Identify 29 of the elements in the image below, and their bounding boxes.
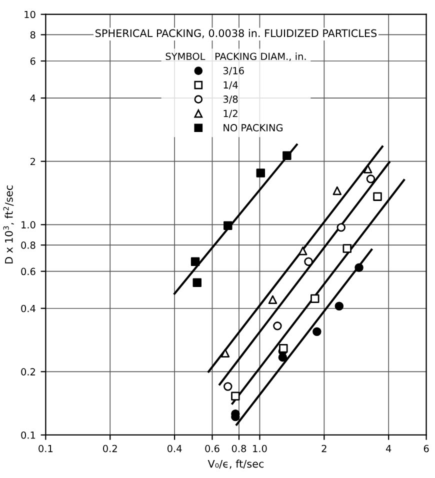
legend-title: SYMBOL PACKING DIAM., in. <box>166 52 306 62</box>
x-tick-label: 0.4 <box>167 444 182 452</box>
y-tick-label: 0.2 <box>21 368 35 376</box>
x-tick-label: 0.6 <box>205 444 220 452</box>
legend-label: NO PACKING <box>224 124 282 132</box>
y-tick-label: 1.0 <box>22 221 36 228</box>
x-tick-label: 0.2 <box>103 444 117 452</box>
legend-label: 3/8 <box>223 96 238 104</box>
y-tick-label: 6 <box>30 57 36 65</box>
y-tick-label: 8 <box>30 31 36 39</box>
y-tick-label: 0.6 <box>21 268 36 276</box>
legend-label: 1/4 <box>224 81 238 90</box>
y-tick-label: 10 <box>24 10 36 18</box>
y-axis-title: D x 10$^{3}$, ft$^{2}$/sec <box>3 186 14 264</box>
x-tick-label: 2 <box>322 444 326 452</box>
legend-label: 3/16 <box>223 66 244 76</box>
y-tick-label: 0.8 <box>21 242 36 249</box>
text: SPHERICAL PACKING, 0.0038 in. FLUIDIZED PARTICLES <box>96 29 377 38</box>
y-tick-label: 0.4 <box>21 304 36 312</box>
x-tick-label: 6 <box>424 444 429 452</box>
x-tick-label: 4 <box>386 445 392 452</box>
x-tick-label: 0.1 <box>38 444 53 452</box>
y-tick-label: 2 <box>30 158 35 166</box>
y-tick-label: 4 <box>30 94 36 102</box>
x-axis-title: V₀/ϵ, ft/sec <box>208 460 264 469</box>
y-tick-label: 0.1 <box>21 431 36 439</box>
legend-label: 1/2 <box>224 110 238 118</box>
x-tick-label: 0.8 <box>232 444 246 452</box>
x-tick-label: 1.0 <box>253 444 267 452</box>
